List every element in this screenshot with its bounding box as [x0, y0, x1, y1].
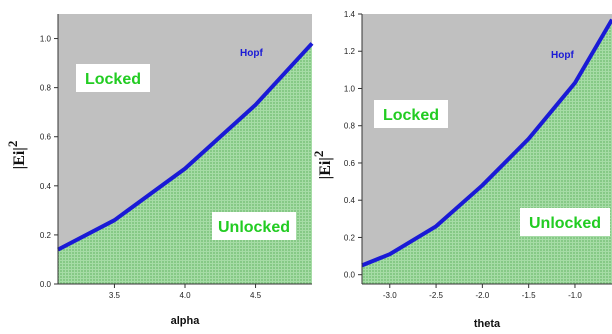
locked-region-label: Locked	[383, 107, 439, 124]
hopf-curve-line	[57, 42, 314, 252]
locked-label-box	[76, 64, 150, 92]
x-tick-label: 3.5	[109, 291, 121, 300]
y-tick-label: 0.2	[344, 233, 356, 242]
y-axis-label-exponent: 2	[311, 151, 326, 158]
x-tick-label: -2.0	[475, 291, 489, 300]
x-tick-label: -1.5	[522, 291, 536, 300]
hopf-series-label: Hopf	[240, 48, 263, 59]
y-tick-label: 0.8	[40, 84, 52, 93]
y-tick-label: 0.6	[344, 159, 356, 168]
hopf-curve-line	[361, 18, 612, 268]
y-axis-label-base: |Ei|	[317, 157, 334, 179]
unlocked-region-label: Unlocked	[529, 215, 601, 232]
x-axis-label: alpha	[171, 315, 201, 327]
x-axis-label: theta	[474, 318, 501, 330]
y-axis-label-base: |Ei|	[11, 147, 28, 169]
x-tick-label: -3.0	[383, 291, 397, 300]
y-axis-label-exponent: 2	[5, 141, 20, 148]
y-tick-label: 0.4	[40, 182, 52, 191]
y-tick-label: 0.6	[40, 133, 52, 142]
y-tick-label: 1.0	[344, 84, 356, 93]
x-tick-label: 4.5	[250, 291, 262, 300]
x-tick-label: -2.5	[429, 291, 443, 300]
y-tick-label: 0.0	[40, 280, 52, 289]
y-tick-label: 0.4	[344, 196, 356, 205]
unlocked-label-box	[520, 208, 610, 236]
left-chart-panel: 3.5 4.0 4.5 0.0 0.2 0.4 0.6 0.8 1.0 alpha |Ei|2 Loc…	[5, 14, 314, 327]
locked-label-box	[374, 100, 448, 128]
hopf-series-label: Hopf	[551, 50, 574, 61]
x-tick-label: 4.0	[179, 291, 191, 300]
locked-region-label: Locked	[85, 71, 141, 88]
y-axis-label: |Ei|2	[5, 141, 28, 170]
y-tick-label: 1.4	[344, 10, 356, 19]
y-tick-label: 1.0	[40, 35, 52, 44]
y-tick-label: 0.0	[344, 271, 356, 280]
x-tick-label: -1.0	[568, 291, 582, 300]
y-tick-label: 0.2	[40, 231, 52, 240]
y-tick-label: 0.8	[344, 122, 356, 131]
unlocked-label-box	[212, 212, 296, 240]
right-chart-panel: -3.0 -2.5 -2.0 -1.5 -1.0 0.0 0.2 0.4 0.6 0.8 1.0 1.…	[311, 10, 612, 330]
y-tick-label: 1.2	[344, 47, 356, 56]
unlocked-region-label: Unlocked	[218, 219, 290, 236]
y-axis-label: |Ei|2	[311, 151, 334, 180]
